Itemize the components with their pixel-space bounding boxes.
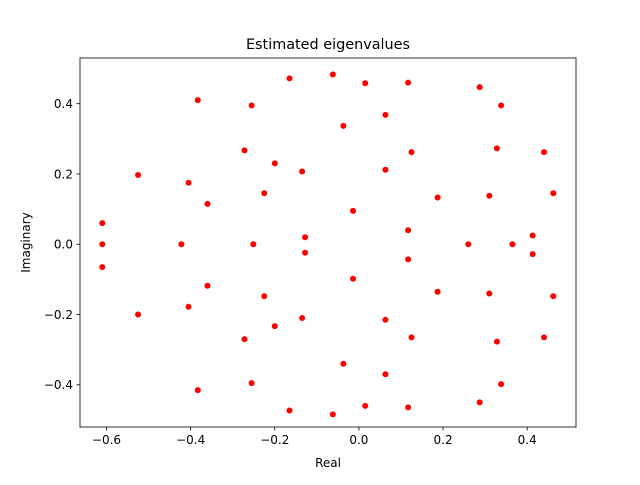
data-point xyxy=(382,166,389,173)
data-point xyxy=(329,71,336,78)
data-point xyxy=(340,360,347,367)
data-point xyxy=(185,303,192,310)
data-point xyxy=(286,407,293,414)
x-tick-label: −0.6 xyxy=(92,433,121,447)
data-point xyxy=(329,411,336,418)
data-point xyxy=(302,249,309,256)
data-point xyxy=(350,207,357,214)
plot-frame xyxy=(79,57,577,428)
data-point xyxy=(271,160,278,167)
data-point xyxy=(405,79,412,86)
data-point xyxy=(408,334,415,341)
data-point xyxy=(493,338,500,345)
y-tick-label: 0.4 xyxy=(54,97,73,111)
x-tick-label: 0.0 xyxy=(349,433,368,447)
y-axis-label: Imaginary xyxy=(19,212,33,273)
y-tick-label: 0.0 xyxy=(54,238,73,252)
data-point xyxy=(405,404,412,411)
data-point xyxy=(185,179,192,186)
data-point xyxy=(204,282,211,289)
data-point xyxy=(405,256,412,263)
data-point xyxy=(299,168,306,175)
data-point xyxy=(204,200,211,207)
data-point xyxy=(362,80,369,87)
data-point xyxy=(486,192,493,199)
y-tick-label: 0.2 xyxy=(54,167,73,181)
data-point xyxy=(261,293,268,300)
data-point xyxy=(248,380,255,387)
data-point xyxy=(241,336,248,343)
data-point xyxy=(99,241,106,248)
data-point xyxy=(465,241,472,248)
x-tick-label: 0.2 xyxy=(434,433,453,447)
data-point xyxy=(194,387,201,394)
data-point xyxy=(194,97,201,104)
data-point xyxy=(486,290,493,297)
data-point xyxy=(498,381,505,388)
data-point xyxy=(271,323,278,330)
data-point xyxy=(405,227,412,234)
data-point xyxy=(550,293,557,300)
data-point xyxy=(286,75,293,82)
data-point xyxy=(350,275,357,282)
data-point xyxy=(529,232,536,239)
data-points xyxy=(99,71,557,418)
data-point xyxy=(178,241,185,248)
data-point xyxy=(340,122,347,129)
data-point xyxy=(299,315,306,322)
x-tick-label: −0.4 xyxy=(176,433,205,447)
data-point xyxy=(382,316,389,323)
data-point xyxy=(99,220,106,227)
x-tick-label: −0.2 xyxy=(260,433,289,447)
data-point xyxy=(302,234,309,241)
data-point xyxy=(382,111,389,118)
data-point xyxy=(529,251,536,258)
data-point xyxy=(99,264,106,271)
data-point xyxy=(362,402,369,409)
x-axis-ticks: −0.6 −0.4 −0.2 0.0 0.2 0.4 xyxy=(92,427,537,447)
x-axis-label: Real xyxy=(315,456,341,470)
chart-title: Estimated eigenvalues xyxy=(246,37,410,53)
data-point xyxy=(382,371,389,378)
data-point xyxy=(248,102,255,109)
data-point xyxy=(493,145,500,152)
data-point xyxy=(541,334,548,341)
data-point xyxy=(135,172,142,179)
data-point xyxy=(476,84,483,91)
data-point xyxy=(541,149,548,156)
data-point xyxy=(135,311,142,318)
y-tick-label: −0.4 xyxy=(44,378,73,392)
data-point xyxy=(434,288,441,295)
x-tick-label: 0.4 xyxy=(518,433,537,447)
data-point xyxy=(241,147,248,154)
data-point xyxy=(250,241,257,248)
data-point xyxy=(261,190,268,197)
y-axis-ticks: −0.4 −0.2 0.0 0.2 0.4 xyxy=(44,97,80,392)
data-point xyxy=(550,190,557,197)
data-point xyxy=(476,399,483,406)
y-tick-label: −0.2 xyxy=(44,308,73,322)
data-point xyxy=(434,194,441,201)
data-point xyxy=(408,149,415,156)
data-point xyxy=(498,102,505,109)
data-point xyxy=(509,241,516,248)
